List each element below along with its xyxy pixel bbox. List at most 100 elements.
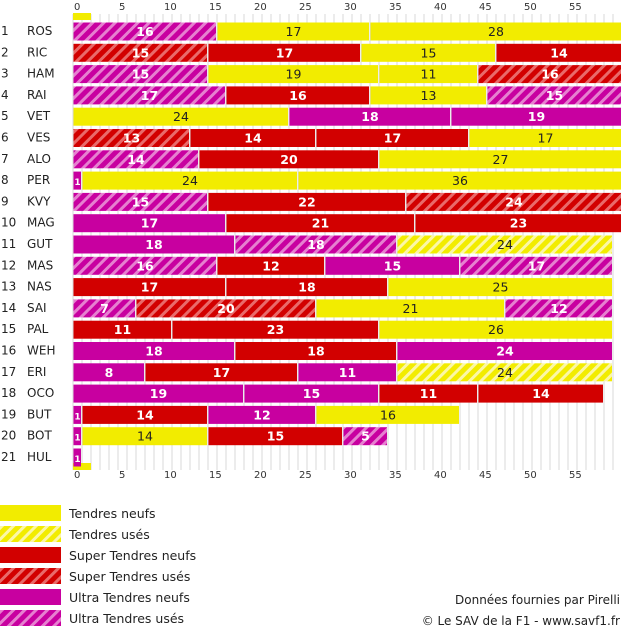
x-tick-label-bottom: 30 xyxy=(344,470,357,481)
stint-laps-label: 11 xyxy=(114,322,131,337)
driver-row: 12 MAS 16 12 15 17 xyxy=(1,256,612,275)
driver-row: 10 MAG 17 21 23 xyxy=(1,214,621,233)
stint-laps-label: 17 xyxy=(141,216,158,231)
top-axis-marker xyxy=(73,13,91,20)
driver-row: 5 VET 24 18 19 xyxy=(1,107,621,126)
driver-position: 12 xyxy=(1,258,16,272)
stint-chart: 0 5 10 15 20 25 30 35 40 45 50 55 0 5 10 15 20 25 30 35 40 4… xyxy=(1,2,621,481)
x-tick-label-top: 35 xyxy=(389,2,402,13)
stint-laps-label: 20 xyxy=(280,152,298,167)
driver-position: 18 xyxy=(1,386,16,400)
driver-code: MAS xyxy=(27,258,53,272)
driver-code: SAI xyxy=(27,301,47,315)
driver-position: 7 xyxy=(1,152,9,166)
stint-bar xyxy=(172,320,378,339)
legend-item: Ultra Tendres neufs xyxy=(0,587,260,607)
stint-bar xyxy=(316,405,459,424)
stint-bar xyxy=(73,320,171,339)
driver-rows: 1 ROS 16 17 282 RIC 15 17 15 143 HAM 15 19 11 164 RAI 17… xyxy=(1,22,621,467)
stint-laps-label: 24 xyxy=(505,194,523,209)
stint-laps-label: 17 xyxy=(528,258,545,273)
legend-swatch-fill xyxy=(0,568,61,584)
stint-laps-label: 17 xyxy=(538,131,554,146)
legend-swatch xyxy=(0,526,61,542)
x-tick-label-bottom: 20 xyxy=(254,470,267,481)
stint-laps-label: 24 xyxy=(173,109,189,124)
stint-bar xyxy=(406,192,621,211)
driver-code: OCO xyxy=(27,386,54,400)
stint-bar xyxy=(397,363,612,382)
driver-row: 16 WEH 18 18 24 xyxy=(1,342,612,360)
stint-laps-label: 18 xyxy=(307,344,324,359)
stint-bar xyxy=(298,363,396,382)
stint-laps-label: 14 xyxy=(532,386,550,401)
stint-bar xyxy=(217,256,324,275)
stint-bar xyxy=(370,86,486,105)
legend-swatch-fill xyxy=(0,610,61,626)
driver-code: MAG xyxy=(27,216,55,230)
stint-laps-label: 18 xyxy=(145,344,162,359)
stint-bar xyxy=(73,192,207,211)
legend-item: Super Tendres neufs xyxy=(0,545,260,565)
stint-laps-label: 15 xyxy=(421,45,437,60)
driver-code: VET xyxy=(27,109,51,123)
stint-bar xyxy=(451,107,621,126)
stint-laps-label: 24 xyxy=(497,237,513,252)
x-tick-label-top: 5 xyxy=(119,2,125,13)
stint-laps-label: 12 xyxy=(253,407,270,422)
stint-laps-label: 5 xyxy=(361,429,370,444)
stint-bar xyxy=(298,171,621,190)
x-tick-label-bottom: 45 xyxy=(479,470,492,481)
stint-laps-label: 15 xyxy=(303,386,320,401)
driver-code: RAI xyxy=(27,88,47,102)
stint-bar xyxy=(379,320,612,339)
stint-laps-label: 27 xyxy=(493,152,509,167)
stint-bar xyxy=(496,43,621,62)
stint-bar xyxy=(217,22,369,41)
driver-position: 16 xyxy=(1,344,16,358)
driver-row: 21 HUL 1 xyxy=(1,448,81,467)
driver-code: HAM xyxy=(27,67,55,81)
stint-bar xyxy=(73,448,81,467)
stint-laps-label: 18 xyxy=(307,237,324,252)
stint-bar xyxy=(82,427,207,446)
stint-laps-label: 19 xyxy=(528,109,545,124)
legend-swatch-fill xyxy=(0,589,61,605)
x-tick-label-top: 50 xyxy=(524,2,537,13)
legend-item: Tendres usés xyxy=(0,524,260,544)
stint-laps-label: 18 xyxy=(298,280,315,295)
stint-bar xyxy=(73,363,144,382)
driver-row: 13 NAS 17 18 25 xyxy=(1,278,612,297)
driver-position: 20 xyxy=(1,429,16,443)
stint-bar xyxy=(73,342,234,360)
stint-bar xyxy=(478,65,621,84)
legend-item: Tendres neufs xyxy=(0,503,260,523)
stint-laps-label: 22 xyxy=(298,194,315,209)
stint-bar xyxy=(388,278,612,297)
x-tick-label-top: 20 xyxy=(254,2,267,13)
stint-laps-label: 16 xyxy=(136,24,154,39)
driver-row: 18 OCO 19 15 11 14 xyxy=(1,384,603,403)
legend-label: Super Tendres neufs xyxy=(69,548,197,563)
stint-bar xyxy=(73,171,81,190)
stint-bar xyxy=(73,129,189,147)
stint-bar xyxy=(73,22,216,41)
stint-laps-label: 20 xyxy=(217,301,235,316)
x-tick-label-top: 55 xyxy=(569,2,582,13)
driver-code: NAS xyxy=(27,280,52,294)
stint-laps-label: 15 xyxy=(132,194,149,209)
stint-laps-label: 24 xyxy=(496,344,514,359)
legend-label: Ultra Tendres neufs xyxy=(69,590,190,605)
stint-bar xyxy=(190,129,315,147)
stint-laps-label: 21 xyxy=(312,216,329,231)
driver-position: 15 xyxy=(1,322,16,336)
stint-bar xyxy=(415,214,621,233)
source-text: Données fournies par Pirelli xyxy=(455,593,620,607)
stint-bar xyxy=(226,278,387,297)
stint-bar xyxy=(73,150,198,169)
legend-swatch xyxy=(0,547,61,563)
driver-code: VES xyxy=(27,131,50,145)
driver-code: GUT xyxy=(27,237,53,251)
stint-bar xyxy=(397,235,612,254)
stint-bar xyxy=(73,65,207,84)
